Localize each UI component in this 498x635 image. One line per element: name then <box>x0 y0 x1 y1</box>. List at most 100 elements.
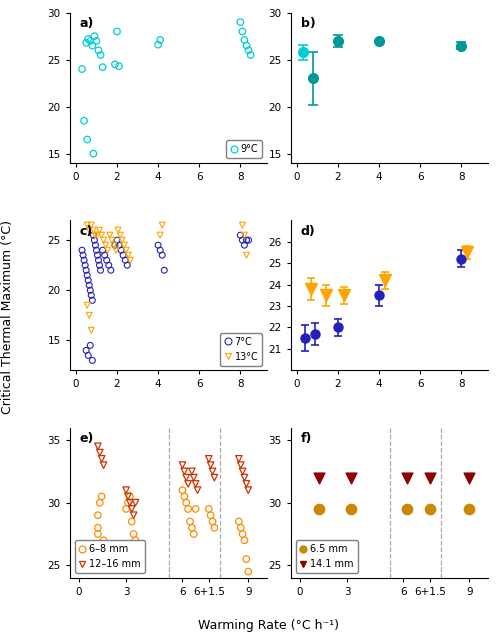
Point <box>121 255 129 265</box>
Point <box>129 510 137 520</box>
Point <box>115 240 123 250</box>
Point <box>115 61 123 71</box>
Point <box>239 466 247 476</box>
Point <box>108 235 116 245</box>
Point <box>80 255 88 265</box>
Point <box>98 454 106 464</box>
Point <box>243 554 250 564</box>
Point <box>243 250 250 260</box>
Point <box>180 466 188 476</box>
Point <box>235 516 243 526</box>
Point <box>190 472 198 483</box>
Point <box>205 504 213 514</box>
Point <box>403 472 411 483</box>
Point <box>131 535 139 545</box>
Point <box>209 516 217 526</box>
Point <box>81 260 89 271</box>
Point <box>86 340 94 351</box>
Text: c): c) <box>80 225 93 237</box>
Point <box>124 250 132 260</box>
Point <box>124 260 131 271</box>
Point <box>79 250 87 260</box>
Point <box>207 510 215 520</box>
Point <box>154 39 162 50</box>
Point <box>315 472 323 483</box>
Point <box>160 265 168 276</box>
Point <box>84 275 92 285</box>
Point <box>126 491 134 502</box>
Point <box>94 230 102 240</box>
Legend: 9°C: 9°C <box>226 140 262 158</box>
Point <box>95 45 103 55</box>
Point <box>237 17 245 27</box>
Point <box>182 472 190 483</box>
Point <box>126 498 134 508</box>
Point <box>86 36 94 46</box>
Point <box>114 225 122 235</box>
Point <box>315 504 323 514</box>
Point <box>112 245 120 255</box>
Point <box>465 504 473 514</box>
Point <box>239 220 247 231</box>
Point <box>82 265 90 276</box>
Point <box>93 245 101 255</box>
Point <box>97 50 105 60</box>
Point <box>106 230 114 240</box>
Point <box>156 35 164 45</box>
Point <box>122 485 130 495</box>
Point <box>82 37 90 48</box>
Point <box>243 41 250 51</box>
Point <box>126 255 134 265</box>
Point <box>156 230 164 240</box>
Point <box>190 529 198 539</box>
Point <box>92 230 100 240</box>
Point <box>100 460 108 470</box>
Point <box>92 240 100 250</box>
Point <box>119 250 127 260</box>
Point <box>128 504 136 514</box>
Point <box>118 235 126 245</box>
Point <box>83 270 91 280</box>
Point <box>88 295 96 305</box>
Point <box>88 41 96 51</box>
Point <box>95 255 103 265</box>
Point <box>85 225 93 235</box>
Point <box>89 230 97 240</box>
Point <box>241 472 249 483</box>
Point <box>244 485 252 495</box>
Text: Critical Thermal Maximum (°C): Critical Thermal Maximum (°C) <box>1 220 14 415</box>
Point <box>87 325 95 335</box>
Point <box>158 250 166 260</box>
Point <box>88 356 96 366</box>
Point <box>89 225 97 235</box>
Point <box>86 285 94 295</box>
Legend: 7°C, 13°C: 7°C, 13°C <box>220 333 262 366</box>
Point <box>94 510 102 520</box>
Point <box>99 245 107 255</box>
Point <box>107 265 115 276</box>
Point <box>243 235 250 245</box>
Point <box>244 566 252 577</box>
Point <box>131 498 139 508</box>
Point <box>102 240 110 250</box>
Point <box>192 504 200 514</box>
Text: e): e) <box>80 432 94 445</box>
Point <box>239 235 247 245</box>
Point <box>85 280 93 290</box>
Point <box>96 225 104 235</box>
Point <box>211 523 219 533</box>
Point <box>124 491 132 502</box>
Point <box>94 441 102 451</box>
Point <box>194 485 202 495</box>
Point <box>113 27 121 37</box>
Point <box>158 220 166 231</box>
Point <box>78 64 86 74</box>
Point <box>105 260 113 271</box>
Point <box>188 466 196 476</box>
Text: Warming Rate (°C h⁻¹): Warming Rate (°C h⁻¹) <box>198 619 340 632</box>
Point <box>111 59 119 69</box>
Point <box>188 523 196 533</box>
Point <box>235 454 243 464</box>
Point <box>239 529 247 539</box>
Point <box>97 265 105 276</box>
